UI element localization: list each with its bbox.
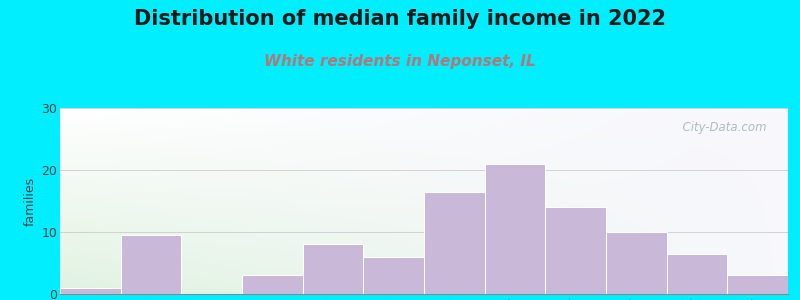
Bar xyxy=(121,235,182,294)
Text: Distribution of median family income in 2022: Distribution of median family income in … xyxy=(134,9,666,29)
Bar xyxy=(424,192,485,294)
Text: White residents in Neponset, IL: White residents in Neponset, IL xyxy=(264,54,536,69)
Bar xyxy=(727,275,788,294)
Bar xyxy=(60,288,121,294)
Y-axis label: families: families xyxy=(24,176,37,226)
Bar xyxy=(606,232,666,294)
Bar xyxy=(302,244,363,294)
Text: City-Data.com: City-Data.com xyxy=(674,121,766,134)
Bar xyxy=(485,164,546,294)
Bar xyxy=(546,207,606,294)
Bar xyxy=(666,254,727,294)
Bar xyxy=(242,275,302,294)
Bar xyxy=(363,257,424,294)
